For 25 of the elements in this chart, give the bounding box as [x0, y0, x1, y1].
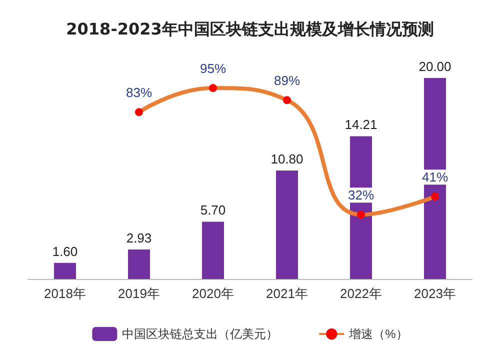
x-tick-label: 2019年: [118, 286, 160, 301]
x-tick-label: 2018年: [44, 286, 86, 301]
bar: [202, 222, 224, 279]
data-label: 32%: [348, 188, 374, 203]
data-label: 14.21: [344, 117, 378, 132]
x-tick-label: 2020年: [192, 286, 234, 301]
x-tick-label: 2022年: [340, 286, 382, 301]
data-label: 89%: [274, 73, 300, 88]
bar: [54, 262, 76, 279]
data-label: 10.80: [270, 151, 304, 166]
data-label: 5.70: [200, 202, 226, 218]
legend-label: 中国区块链总支出（亿美元）: [122, 327, 278, 341]
chart-title: 2018-2023年中国区块链支出规模及增长情况预测: [66, 20, 434, 38]
data-label: 83%: [126, 85, 152, 100]
data-label: 1.60: [52, 244, 78, 259]
legend-label: 增速（%）: [348, 327, 408, 341]
bar: [128, 250, 150, 279]
data-label: 20.00: [418, 59, 452, 74]
data-label: 41%: [422, 170, 448, 185]
x-tick-label: 2021年: [266, 286, 308, 301]
x-tick-label: 2023年: [414, 286, 456, 301]
data-label: 95%: [200, 61, 226, 76]
data-label: 2.93: [126, 230, 152, 246]
bar: [424, 78, 446, 279]
bar: [276, 170, 298, 279]
